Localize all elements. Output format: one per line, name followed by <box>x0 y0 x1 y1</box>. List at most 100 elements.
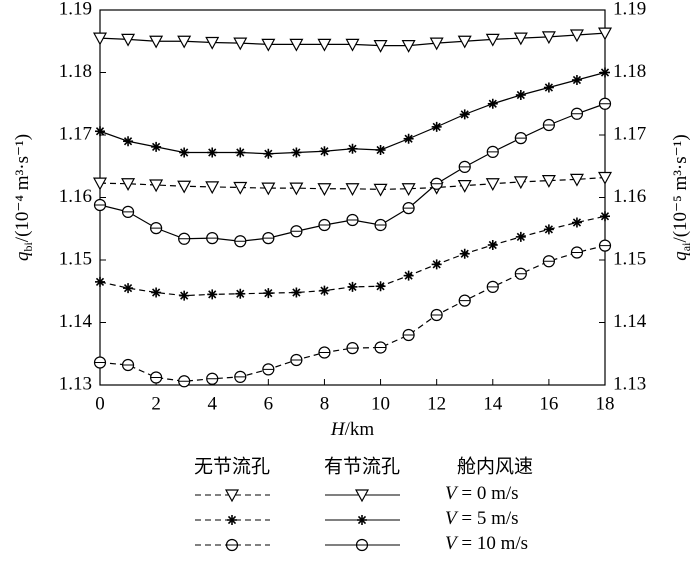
marker-shape <box>373 40 388 53</box>
marker <box>224 489 240 503</box>
marker <box>92 32 108 46</box>
marker <box>149 35 164 49</box>
x-tick-label: 18 <box>596 393 615 414</box>
marker-shape <box>513 176 528 190</box>
marker-shape <box>261 182 276 196</box>
marker <box>261 38 276 52</box>
marker-shape <box>544 225 553 234</box>
marker <box>375 145 386 155</box>
marker-shape <box>485 178 500 192</box>
marker <box>514 132 527 145</box>
marker <box>486 280 499 293</box>
marker-shape <box>376 145 385 155</box>
marker <box>177 180 192 194</box>
marker <box>403 270 414 281</box>
marker <box>205 181 220 195</box>
marker-shape <box>373 183 388 197</box>
y-tick-label: 1.13 <box>59 373 92 394</box>
marker-shape <box>152 142 161 151</box>
marker <box>317 38 332 52</box>
legend-rest: = 10 m/s <box>457 533 528 554</box>
marker-shape <box>572 218 582 227</box>
marker <box>570 107 584 120</box>
marker <box>317 183 332 197</box>
marker-shape <box>541 31 556 45</box>
marker <box>513 32 528 46</box>
marker-shape <box>516 90 525 100</box>
marker <box>541 31 556 45</box>
marker-shape <box>121 178 136 192</box>
marker <box>206 372 219 385</box>
marker <box>207 289 218 300</box>
marker-shape <box>572 75 582 85</box>
y2-tick-label: 1.18 <box>613 61 646 82</box>
marker <box>571 217 582 228</box>
marker <box>485 33 500 47</box>
marker <box>346 213 359 227</box>
marker <box>234 235 247 248</box>
x-tick-label: 10 <box>371 393 390 414</box>
marker-shape <box>95 277 105 286</box>
legend-symbol: V <box>445 508 459 529</box>
marker <box>374 218 387 232</box>
legend-header: 无节流孔 <box>194 455 270 477</box>
y-label-unit: /(10⁻⁴ m³·s⁻¹) <box>12 134 33 242</box>
marker-shape <box>544 83 553 92</box>
marker-shape <box>432 260 441 269</box>
marker-shape <box>180 291 189 300</box>
marker-shape <box>180 148 189 157</box>
marker-shape <box>95 127 105 136</box>
marker-shape <box>177 180 192 194</box>
x-tick-label: 2 <box>151 393 161 414</box>
marker <box>233 37 248 51</box>
marker <box>121 178 136 192</box>
marker <box>515 231 526 242</box>
marker-shape <box>205 181 220 195</box>
marker-shape <box>92 177 108 191</box>
marker <box>179 147 190 158</box>
marker <box>571 75 582 85</box>
marker <box>177 35 192 49</box>
marker <box>93 198 107 212</box>
marker-shape <box>516 232 525 241</box>
marker-shape <box>376 282 385 291</box>
marker-shape <box>123 284 133 293</box>
marker <box>149 179 164 193</box>
marker-shape <box>289 182 304 196</box>
marker <box>289 182 304 196</box>
y-label-symbol: q <box>12 251 33 261</box>
x-tick-label: 4 <box>207 393 217 414</box>
marker <box>178 375 191 388</box>
marker-shape <box>600 68 610 77</box>
marker <box>543 82 554 93</box>
y2-tick-label: 1.14 <box>613 311 647 332</box>
marker-shape <box>320 286 329 295</box>
marker-shape <box>227 515 237 525</box>
marker <box>319 285 330 296</box>
marker <box>95 126 105 137</box>
marker <box>459 109 470 120</box>
marker <box>543 224 554 235</box>
legend-rest: = 5 m/s <box>457 508 519 529</box>
marker-shape <box>205 36 220 50</box>
legend-rest: = 0 m/s <box>457 483 519 504</box>
marker <box>121 358 135 372</box>
series-line <box>99 245 606 382</box>
marker <box>347 143 358 154</box>
marker <box>457 180 472 193</box>
marker-shape <box>317 183 332 197</box>
marker <box>263 288 274 299</box>
marker <box>431 259 442 270</box>
y-tick-label: 1.16 <box>59 186 92 207</box>
marker-shape <box>357 515 367 525</box>
marker <box>486 145 499 158</box>
marker-shape <box>292 288 301 297</box>
marker <box>459 248 470 259</box>
y-label-unit: /(10⁻⁵ m³·s⁻¹) <box>670 134 691 242</box>
y-tick-label: 1.18 <box>59 61 92 82</box>
marker-shape <box>429 37 444 51</box>
y-axis-label: qbi/(10⁻⁴ m³·s⁻¹) <box>12 134 34 261</box>
marker <box>263 148 274 159</box>
marker-shape <box>513 32 528 46</box>
